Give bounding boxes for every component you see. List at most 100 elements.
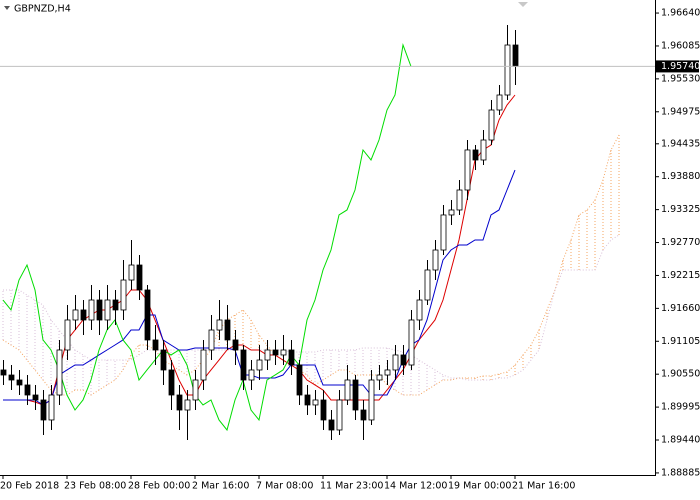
candle-body <box>296 364 303 396</box>
candle-body <box>64 319 71 351</box>
candle-body <box>160 349 167 371</box>
candle-body <box>392 354 399 371</box>
candle-body <box>24 384 31 396</box>
candle-body <box>224 319 231 341</box>
y-tick-label: 1.93880 <box>661 171 700 182</box>
chart-title: GBPNZD,H4 <box>14 4 71 15</box>
x-tick-label: 14 Mar 12:00 <box>384 481 447 492</box>
y-tick-label: 1.92770 <box>661 237 700 248</box>
senkou-span-a <box>2 134 620 396</box>
x-tick-label: 20 Feb 2018 <box>0 481 59 492</box>
senkou-span-b <box>3 234 620 381</box>
candle-body <box>232 339 239 351</box>
y-tick-label: 1.94975 <box>661 106 700 117</box>
x-tick-label: 21 Mar 16:00 <box>512 481 575 492</box>
candle-body <box>72 309 79 321</box>
candle-body <box>0 369 7 376</box>
candle-body <box>248 369 255 381</box>
candle-body <box>304 394 311 406</box>
candle-body <box>80 309 87 321</box>
candle-body <box>120 279 127 311</box>
candle-body <box>432 249 439 271</box>
candle-body <box>112 299 119 311</box>
candle-body <box>480 139 487 161</box>
candle-body <box>336 399 343 431</box>
candle-body <box>168 369 175 396</box>
candle-body <box>136 264 143 291</box>
x-tick-label: 11 Mar 23:00 <box>320 481 383 492</box>
candle-body <box>208 329 215 351</box>
x-tick-label: 28 Feb 00:00 <box>128 481 190 492</box>
plot-area <box>0 25 655 441</box>
candle-body <box>464 149 471 191</box>
candle-body <box>192 379 199 401</box>
candle-body <box>16 379 23 386</box>
shift-marker <box>518 2 528 7</box>
candle-body <box>312 399 319 406</box>
candle-body <box>512 44 519 67</box>
candle-body <box>472 149 479 161</box>
candle-body <box>448 209 455 216</box>
candle-body <box>320 399 327 421</box>
candle-body <box>360 409 367 421</box>
candle-body <box>96 299 103 321</box>
y-tick-label: 1.94435 <box>661 138 700 149</box>
candle-body <box>40 399 47 421</box>
y-tick-label: 1.96640 <box>661 8 700 19</box>
y-tick-label: 1.92215 <box>661 270 700 281</box>
candle-body <box>8 374 15 381</box>
candle-body <box>56 349 63 396</box>
y-tick-label: 1.96085 <box>661 40 700 51</box>
y-tick-label: 1.89995 <box>661 402 700 413</box>
candle-body <box>384 369 391 376</box>
title-icon <box>4 6 10 10</box>
x-tick-label: 23 Feb 08:00 <box>64 481 126 492</box>
x-tick-label: 7 Mar 08:00 <box>256 481 313 492</box>
candle-body <box>272 349 279 356</box>
candle-body <box>184 399 191 411</box>
candle-body <box>456 189 463 211</box>
candle-body <box>104 299 111 321</box>
candle-body <box>504 44 511 96</box>
y-tick-label: 1.95530 <box>661 73 700 84</box>
y-tick-label: 1.91660 <box>661 303 700 314</box>
candle-body <box>152 339 159 351</box>
candle-body <box>488 109 495 141</box>
candle-body <box>264 349 271 361</box>
candle-body <box>240 349 247 381</box>
y-tick-label: 1.93325 <box>661 204 700 215</box>
candle-body <box>256 359 263 371</box>
candle-body <box>368 379 375 421</box>
candle-body <box>376 374 383 381</box>
y-tick-label: 1.90550 <box>661 369 700 380</box>
y-tick-label: 1.91105 <box>661 336 700 347</box>
candle-body <box>400 354 407 366</box>
candle-body <box>200 349 207 381</box>
y-tick-label: 1.88885 <box>661 467 700 478</box>
candle-body <box>496 94 503 111</box>
candle-body <box>32 394 39 401</box>
x-tick-label: 2 Mar 16:00 <box>192 481 249 492</box>
current-price-box <box>656 60 699 73</box>
candle-body <box>176 394 183 411</box>
indicator-line <box>2 43 412 432</box>
candle-body <box>128 264 135 281</box>
candle-body <box>280 349 287 356</box>
current-price-label: 1.95740 <box>661 61 700 72</box>
candle-body <box>408 319 415 366</box>
candle-body <box>48 394 55 421</box>
y-tick-label: 1.89440 <box>661 435 700 446</box>
candle-body <box>216 319 223 331</box>
candle-body <box>416 299 423 321</box>
candle-body <box>288 349 295 366</box>
candle-body <box>144 289 151 341</box>
candle-body <box>440 214 447 251</box>
candle-body <box>352 379 359 411</box>
candle-body <box>88 299 95 321</box>
candle-body <box>328 419 335 431</box>
candle-body <box>424 269 431 301</box>
candle-body <box>344 379 351 401</box>
x-tick-label: 19 Mar 00:00 <box>448 481 511 492</box>
